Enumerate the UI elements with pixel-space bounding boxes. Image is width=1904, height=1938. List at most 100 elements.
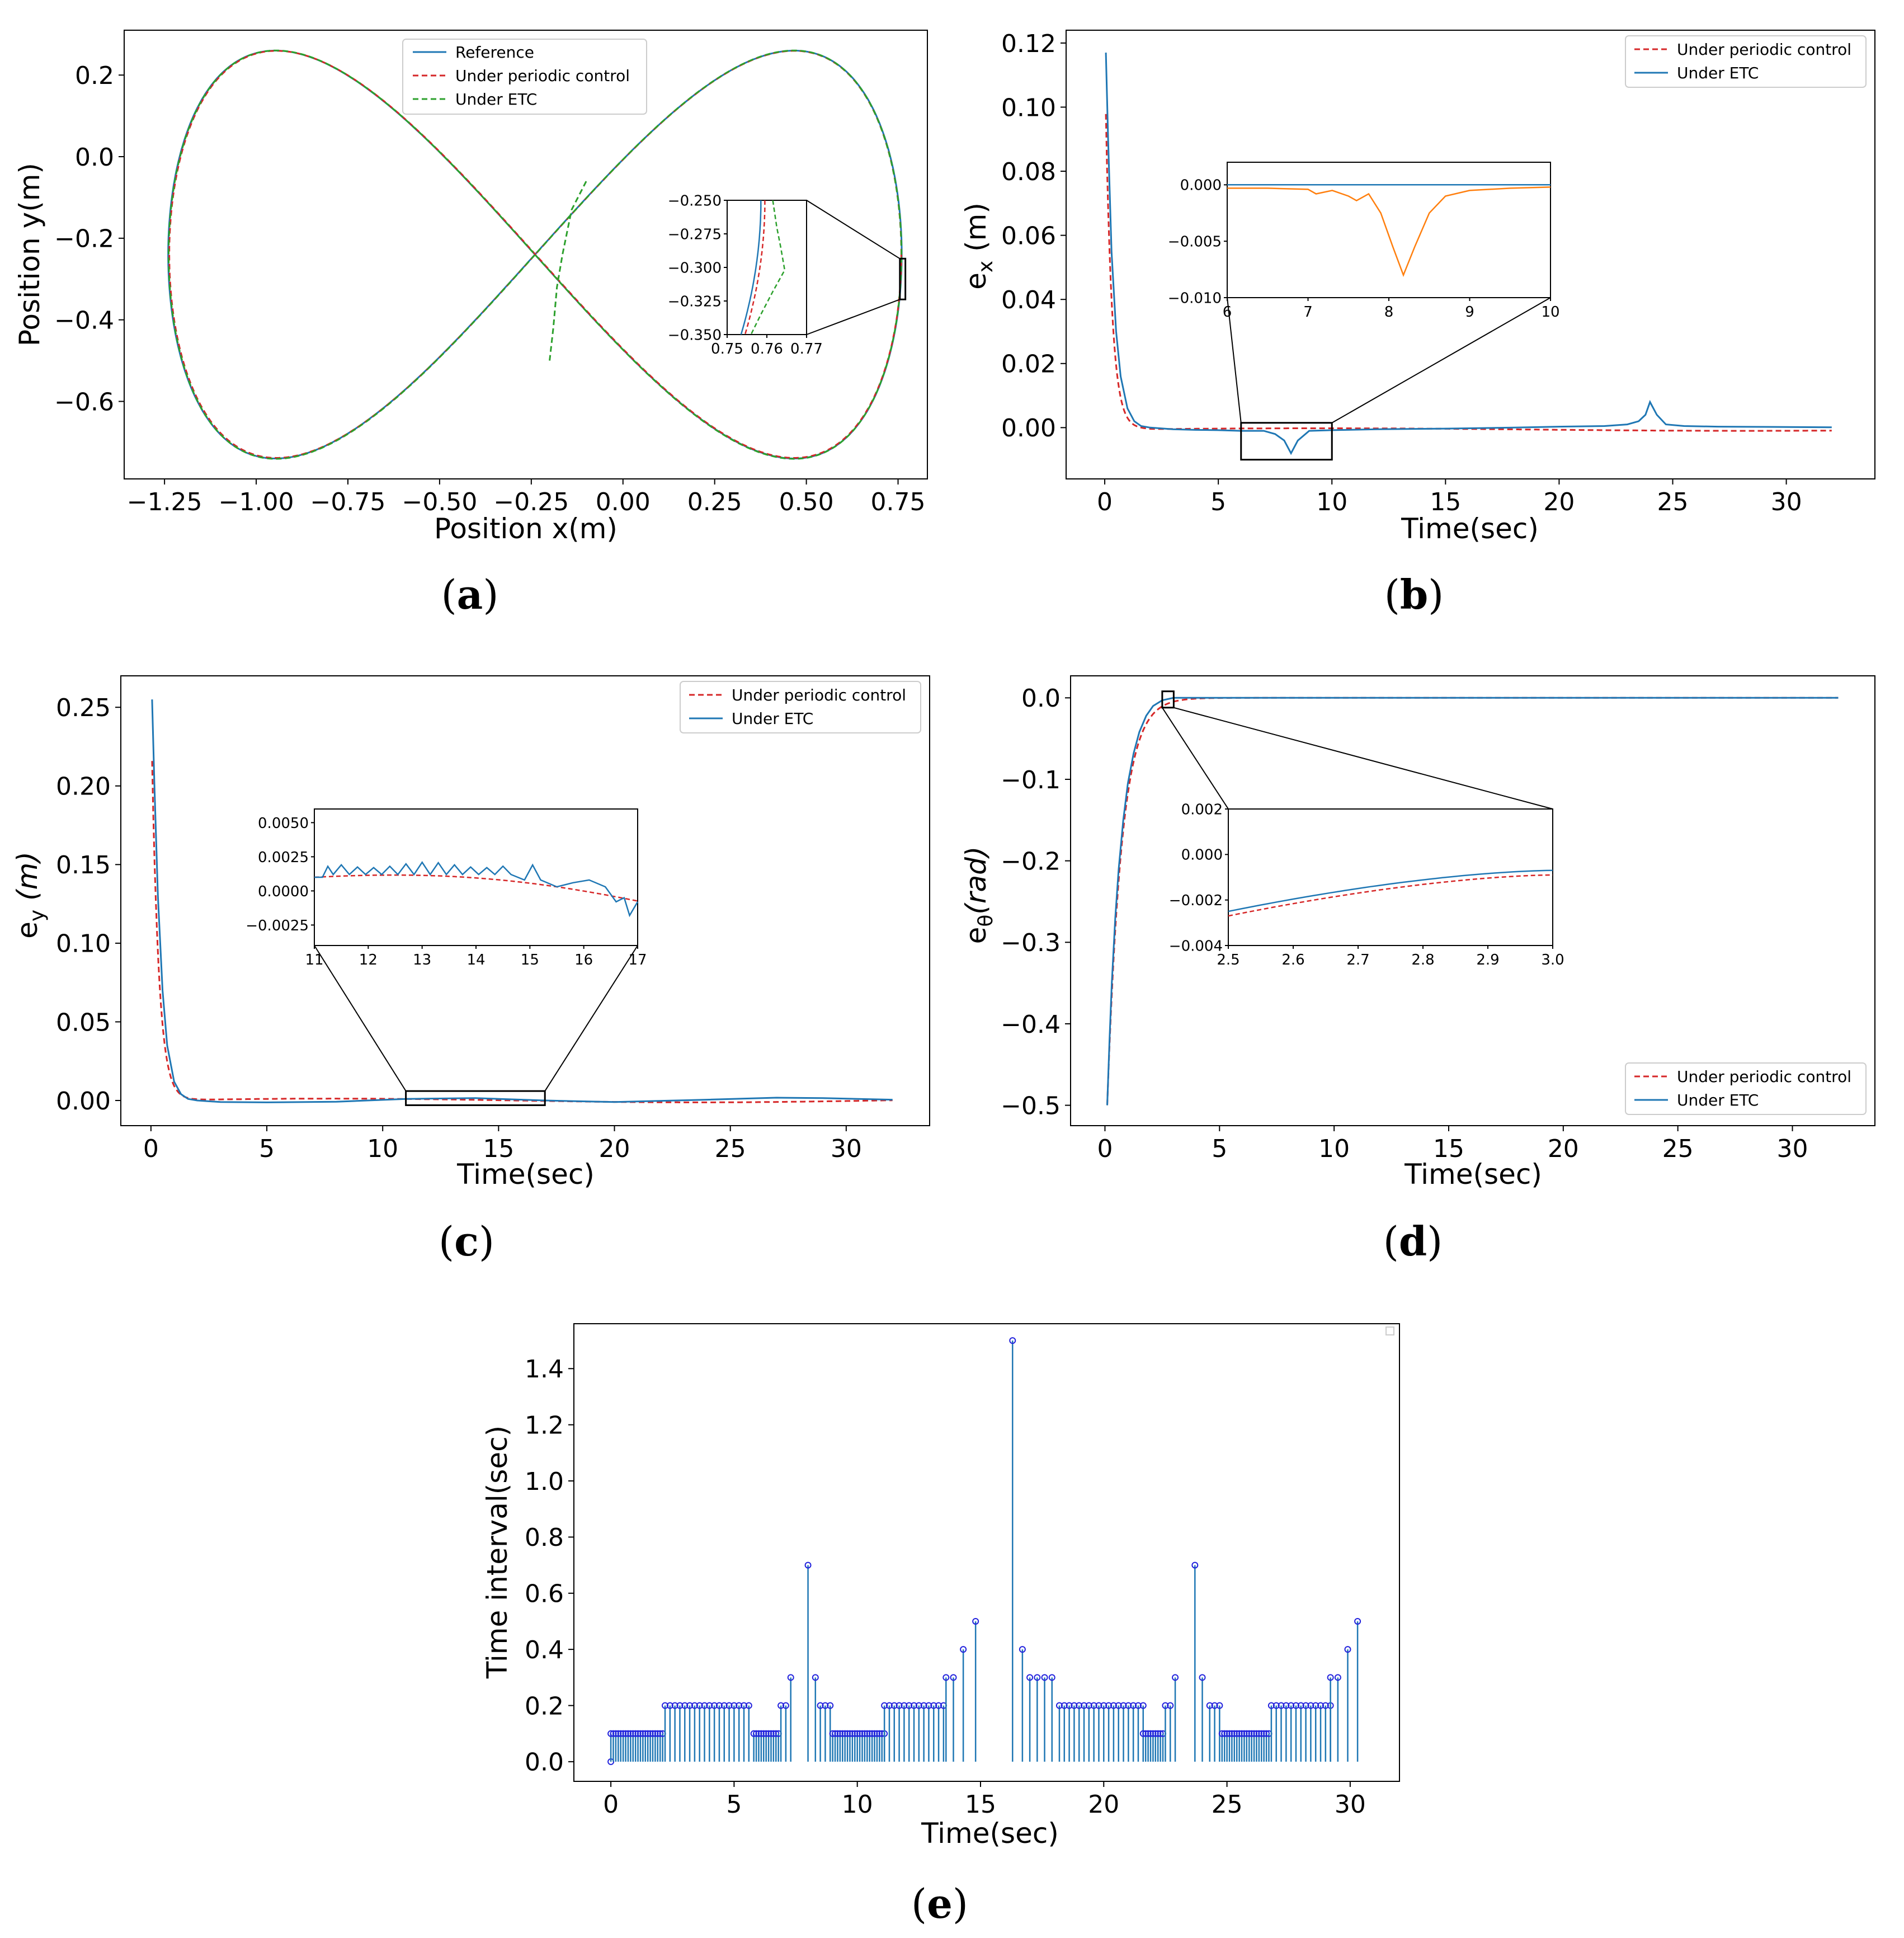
- panel-a-xtick-label: 0.00: [596, 488, 651, 516]
- panel-b-ytick-label: 0.04: [1001, 286, 1056, 314]
- etc-line: [1106, 697, 1839, 1106]
- panel-e-ytick-label: 0.8: [525, 1523, 564, 1552]
- stem-marker: [701, 1702, 708, 1709]
- panel-d-inset-ytick-label: 0.000: [1181, 847, 1223, 864]
- panel-d-inset: 2.5 2.6 2.7 2.8 2.9 3.0 0.002 0.000 −0.002 −0.004: [1161, 690, 1564, 968]
- panel-b-inset-ytick-label: 0.000: [1180, 177, 1222, 194]
- inset-periodic-line: [744, 200, 766, 335]
- panel-d-ytick-label: −0.2: [1001, 847, 1061, 876]
- panel-a-ytick-label: 0.0: [75, 143, 114, 172]
- panel-c-inset: 11 12 13 14 15 16 17 0.0050 0.0025 0.0000 −0.0025: [246, 808, 647, 1106]
- stem-marker: [1278, 1702, 1285, 1709]
- panel-d-inset-xtick-label: 2.6: [1281, 952, 1304, 968]
- stem-marker: [1292, 1702, 1299, 1709]
- stem-marker: [1139, 1702, 1147, 1709]
- panel-a-inset-xtick-label: 0.77: [790, 341, 823, 358]
- panel-c-inset-xtick-label: 13: [413, 952, 431, 968]
- stem-marker: [1026, 1674, 1034, 1681]
- stem-marker: [671, 1702, 678, 1709]
- panel-d-caption: (d): [1383, 1217, 1443, 1265]
- stem-marker: [741, 1702, 748, 1709]
- stem-marker: [1055, 1702, 1063, 1709]
- stem-marker: [1191, 1561, 1199, 1569]
- stem-marker: [1302, 1702, 1309, 1709]
- panel-c-inset-xtick-label: 14: [466, 952, 485, 968]
- panel-d-xtick-label: 10: [1318, 1135, 1350, 1163]
- inset-periodic-line: [1228, 874, 1553, 917]
- panel-c-ytick-label: 0.10: [56, 930, 111, 958]
- stem-marker: [1130, 1702, 1137, 1709]
- panel-a-y-ticks: 0.2 0.0 −0.2 −0.4 −0.6: [54, 62, 124, 416]
- panel-d-ytick-label: 0.0: [1021, 684, 1061, 713]
- panel-a-inset-ytick-label: −0.300: [668, 260, 722, 276]
- panel-a-xtick-label: −0.25: [493, 488, 569, 516]
- zoom-connector: [1331, 297, 1551, 424]
- panel-c-ytick-label: 0.05: [56, 1008, 111, 1037]
- zoom-connector: [314, 945, 407, 1092]
- panel-d-xlabel: Time(sec): [1404, 1158, 1542, 1191]
- panel-b-caption: (b): [1384, 571, 1444, 618]
- panel-e-intervals: 0 5 10 15 20 25 30 1.4 1.2 1.0 0.8 0.6 0.4 0.2 0.0 Ti…: [481, 1323, 1400, 1927]
- panel-b-ytick-label: 0.06: [1001, 222, 1056, 250]
- panel-e-plot-area: [607, 1337, 1361, 1765]
- panel-c-inset-ytick-label: 0.0000: [258, 883, 309, 900]
- stem-marker: [691, 1702, 698, 1709]
- stem-marker: [662, 1702, 669, 1709]
- panel-c-inset-xtick-label: 17: [628, 952, 647, 968]
- panel-b-xtick-label: 5: [1210, 488, 1226, 516]
- stem-marker: [1354, 1617, 1361, 1625]
- panel-c-inset-xtick-label: 12: [359, 952, 378, 968]
- panel-e-ytick-label: 1.0: [525, 1467, 564, 1496]
- panel-e-xtick-label: 5: [726, 1790, 742, 1819]
- panel-e-xtick-label: 30: [1335, 1790, 1366, 1819]
- inset-frame: [1227, 162, 1551, 298]
- stem-marker: [1048, 1674, 1055, 1681]
- stem-marker: [1090, 1702, 1097, 1709]
- stem-marker: [1034, 1674, 1041, 1681]
- stem-marker: [930, 1702, 937, 1709]
- zoom-box: [1161, 690, 1175, 709]
- stem-marker: [1344, 1646, 1351, 1653]
- panel-c-plot-area: [151, 699, 893, 1103]
- panel-c-xtick-label: 20: [599, 1135, 630, 1163]
- stem-marker: [1071, 1702, 1078, 1709]
- panel-d-ylabel: eθ(rad): [960, 846, 997, 944]
- stem-marker: [1327, 1674, 1334, 1681]
- panel-e-xtick-label: 10: [842, 1790, 873, 1819]
- legend-etc: Under ETC: [1677, 64, 1759, 82]
- panel-b-plot-area: [1105, 53, 1832, 455]
- panel-c-ytick-label: 0.20: [56, 773, 111, 801]
- periodic-line: [151, 761, 893, 1103]
- panel-d-inset-ytick-label: −0.002: [1169, 892, 1223, 909]
- legend-periodic: Under periodic control: [1677, 40, 1851, 59]
- stem-marker: [1100, 1702, 1107, 1709]
- panel-b-xtick-label: 10: [1316, 488, 1347, 516]
- stem-marker: [676, 1702, 684, 1709]
- panel-a-caption: (a): [441, 571, 499, 618]
- stem-marker: [777, 1702, 785, 1709]
- stem-marker: [1066, 1702, 1073, 1709]
- stem-marker: [972, 1617, 979, 1625]
- legend-etc: Under ETC: [1677, 1091, 1759, 1109]
- panel-b-inset-ytick-label: −0.005: [1168, 234, 1222, 251]
- panel-a-inset-xtick-label: 0.76: [751, 341, 783, 358]
- inset-reference-line: [740, 200, 762, 335]
- panel-b-inset-xtick-label: 7: [1303, 304, 1313, 321]
- inset-periodic-line: [1227, 186, 1551, 277]
- panel-a-inset: 0.75 0.76 0.77 −0.250 −0.275 −0.300 −0.325 −0.3…: [668, 192, 907, 358]
- stem-marker: [745, 1702, 752, 1709]
- stem-marker: [706, 1702, 713, 1709]
- stem-marker: [1076, 1702, 1083, 1709]
- panel-d-x-ticks: 0 5 10 15 20 25 30: [1097, 1126, 1808, 1163]
- panel-d-inset-xtick-label: 2.7: [1346, 952, 1369, 968]
- stem-marker: [686, 1702, 694, 1709]
- panel-b-xtick-label: 25: [1657, 488, 1689, 516]
- panel-d-ytick-label: −0.3: [1001, 929, 1061, 957]
- panel-d-xtick-label: 25: [1662, 1135, 1694, 1163]
- panel-c-y-ticks: 0.25 0.20 0.15 0.10 0.05 0.00: [56, 694, 121, 1116]
- panel-d-ytick-label: −0.4: [1001, 1010, 1061, 1039]
- panel-e-axes-frame: [573, 1323, 1400, 1782]
- stem-marker: [1312, 1702, 1319, 1709]
- panel-c-x-ticks: 0 5 10 15 20 25 30: [143, 1126, 862, 1163]
- stem-marker: [1283, 1702, 1290, 1709]
